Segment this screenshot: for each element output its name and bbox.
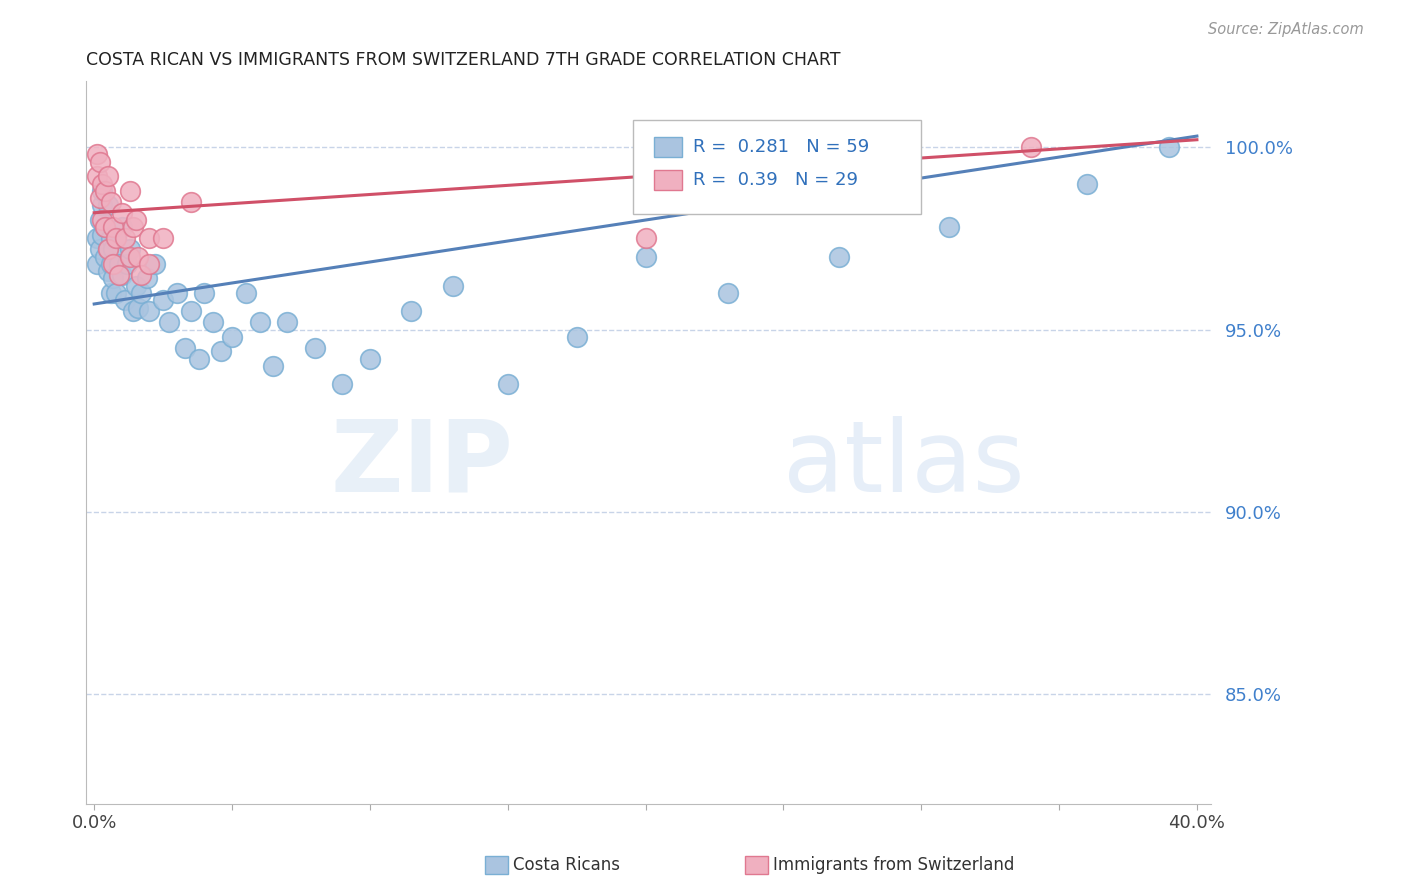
Point <box>91 213 114 227</box>
Text: Costa Ricans: Costa Ricans <box>513 856 620 874</box>
Point <box>180 194 202 209</box>
Point <box>100 257 122 271</box>
Point <box>89 213 111 227</box>
Point <box>717 286 740 301</box>
Point <box>938 220 960 235</box>
Text: R =  0.281   N = 59: R = 0.281 N = 59 <box>693 138 869 156</box>
Point <box>114 293 136 308</box>
Point <box>193 286 215 301</box>
Point <box>399 304 422 318</box>
Point <box>97 169 120 184</box>
Text: COSTA RICAN VS IMMIGRANTS FROM SWITZERLAND 7TH GRADE CORRELATION CHART: COSTA RICAN VS IMMIGRANTS FROM SWITZERLA… <box>86 51 841 69</box>
Point <box>118 242 141 256</box>
Point <box>249 315 271 329</box>
Point <box>201 315 224 329</box>
Text: atlas: atlas <box>783 416 1025 513</box>
Point <box>166 286 188 301</box>
Point <box>174 341 197 355</box>
Point <box>441 278 464 293</box>
Point <box>138 304 160 318</box>
Point <box>94 184 117 198</box>
Point <box>180 304 202 318</box>
Point <box>304 341 326 355</box>
Point <box>91 227 114 242</box>
Point <box>1021 140 1043 154</box>
Point <box>209 344 232 359</box>
Point <box>127 250 149 264</box>
Point <box>152 293 174 308</box>
Point <box>1076 177 1098 191</box>
Point <box>187 351 209 366</box>
Point <box>100 286 122 301</box>
Point <box>108 268 131 282</box>
Point <box>143 257 166 271</box>
Text: Source: ZipAtlas.com: Source: ZipAtlas.com <box>1208 22 1364 37</box>
Text: R =  0.39   N = 29: R = 0.39 N = 29 <box>693 171 858 189</box>
Point <box>105 231 128 245</box>
Point <box>91 184 114 198</box>
Point <box>359 351 381 366</box>
Point <box>262 359 284 373</box>
Point <box>111 220 134 235</box>
Point <box>94 250 117 264</box>
Point <box>91 177 114 191</box>
Point <box>114 231 136 245</box>
Point <box>91 198 114 212</box>
Point <box>97 242 120 256</box>
Point <box>103 242 125 256</box>
Text: Immigrants from Switzerland: Immigrants from Switzerland <box>773 856 1015 874</box>
Point <box>103 257 125 271</box>
Point <box>330 377 353 392</box>
Point <box>152 231 174 245</box>
Point <box>235 286 257 301</box>
Point <box>129 268 152 282</box>
Point <box>103 220 125 235</box>
Point <box>97 198 120 212</box>
Point <box>138 231 160 245</box>
Point <box>103 271 125 285</box>
Point <box>86 169 108 184</box>
Point <box>129 286 152 301</box>
Point <box>94 220 117 235</box>
Point <box>89 154 111 169</box>
Point <box>121 220 143 235</box>
Point <box>100 194 122 209</box>
Point <box>118 184 141 198</box>
Point <box>111 268 134 282</box>
Point <box>117 257 139 271</box>
Point <box>124 213 146 227</box>
Point <box>124 278 146 293</box>
Text: ZIP: ZIP <box>330 416 513 513</box>
Point <box>127 301 149 315</box>
Point <box>634 231 657 245</box>
Point <box>89 191 111 205</box>
Point <box>157 315 180 329</box>
Point <box>276 315 298 329</box>
Point <box>105 286 128 301</box>
Point <box>221 330 243 344</box>
Point <box>121 304 143 318</box>
Point <box>86 147 108 161</box>
Point <box>135 271 157 285</box>
Point <box>94 220 117 235</box>
Point <box>634 250 657 264</box>
Point <box>86 231 108 245</box>
Point <box>1159 140 1181 154</box>
Point <box>111 205 134 219</box>
Point <box>86 257 108 271</box>
Point <box>97 264 120 278</box>
Point <box>138 257 160 271</box>
Point <box>97 242 120 256</box>
Point <box>565 330 588 344</box>
Point <box>496 377 519 392</box>
Point <box>100 231 122 245</box>
Point <box>108 257 131 271</box>
Point <box>118 250 141 264</box>
Point <box>89 242 111 256</box>
Point <box>827 250 849 264</box>
Point <box>105 231 128 245</box>
